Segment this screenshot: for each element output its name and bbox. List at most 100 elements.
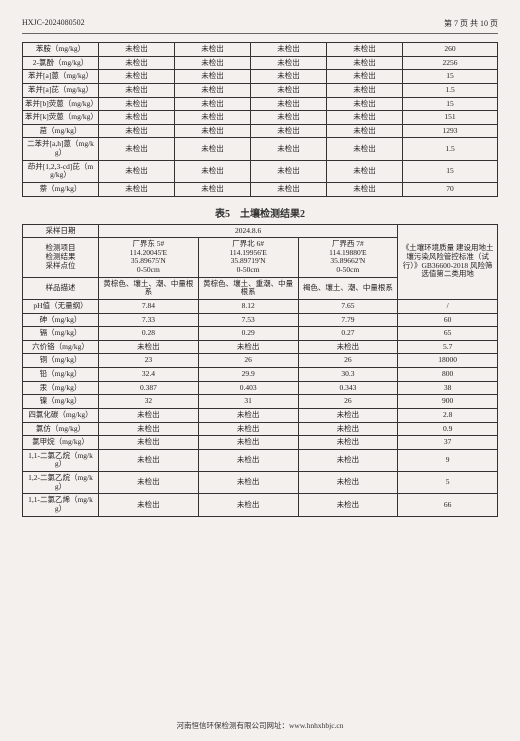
table-cell: 32 [99,395,199,409]
table-cell: 未检出 [99,494,199,516]
table-cell: 未检出 [251,83,327,97]
table-cell: 23 [99,354,199,368]
table-cell: 未检出 [99,97,175,111]
table-cell: 260 [403,43,498,57]
table-cell: 未检出 [327,182,403,196]
table-cell: 未检出 [298,494,398,516]
table-cell: 0.387 [99,381,199,395]
table-cell: 7.33 [99,313,199,327]
table-cell: pH值（无量纲） [23,299,99,313]
table-row: 苯并[b]荧蒽（mg/kg）未检出未检出未检出未检出15 [23,97,498,111]
table-cell: 800 [398,368,498,382]
table-cell: 未检出 [327,97,403,111]
table-cell: 未检出 [99,43,175,57]
table-cell: 萘（mg/kg） [23,182,99,196]
t2-site-7: 厂界西 7# 114.19880'E 35.89662'N 0-50cm [298,238,398,278]
table-cell: 未检出 [327,111,403,125]
table-cell: 苯并[k]荧蒽（mg/kg） [23,111,99,125]
table-cell: 砷（mg/kg） [23,313,99,327]
table-cell: 未检出 [99,340,199,354]
table-cell: 7.65 [298,299,398,313]
table-cell: 5.7 [398,340,498,354]
table-cell: 0.29 [198,327,298,341]
table-cell: 未检出 [99,472,199,494]
table-row: pH值（无量纲）7.848.127.65/ [23,299,498,313]
table-cell: 未检出 [298,449,398,471]
table-cell: 0.343 [298,381,398,395]
table-cell: 66 [398,494,498,516]
table-cell: 38 [398,381,498,395]
table-cell: 镉（mg/kg） [23,327,99,341]
table-cell: 未检出 [99,70,175,84]
table-cell: 未检出 [175,138,251,160]
table-cell: 37 [398,436,498,450]
table-cell: 未检出 [327,124,403,138]
table-cell: 未检出 [175,70,251,84]
table-row: 砷（mg/kg）7.337.537.7960 [23,313,498,327]
page-number: 第 7 页 共 10 页 [444,18,498,29]
table-cell: 未检出 [175,97,251,111]
table-cell: 31 [198,395,298,409]
t2-col-header-left: 检测项目 检测结果 采样点位 [23,238,99,278]
table-cell: 26 [198,354,298,368]
table-cell: 二苯并[a,h]蒽（mg/kg） [23,138,99,160]
table-cell: 未检出 [99,436,199,450]
table-cell: 未检出 [251,124,327,138]
t2-sampling-date-label: 采样日期 [23,224,99,238]
table-cell: 未检出 [175,43,251,57]
table-cell: 0.28 [99,327,199,341]
table-cell: 苯并[a]蒽（mg/kg） [23,70,99,84]
page-header: HXJC-2024080502 第 7 页 共 10 页 [22,18,498,29]
table-cell: 未检出 [298,472,398,494]
table-cell: 未检出 [327,70,403,84]
table-row: 萘（mg/kg）未检出未检出未检出未检出70 [23,182,498,196]
table-cell: 7.53 [198,313,298,327]
table-cell: 苯并[a]芘（mg/kg） [23,83,99,97]
table-row: 苯并[a]芘（mg/kg）未检出未检出未检出未检出1.5 [23,83,498,97]
table-cell: 苯胺（mg/kg） [23,43,99,57]
table-row: 镉（mg/kg）0.280.290.2765 [23,327,498,341]
table-cell: 六价铬（mg/kg） [23,340,99,354]
table-cell: 7.79 [298,313,398,327]
table-row: 苯并[k]荧蒽（mg/kg）未检出未检出未检出未检出151 [23,111,498,125]
table-cell: 氯仿（mg/kg） [23,422,99,436]
table-cell: 1,2-二氯乙烷（mg/kg） [23,472,99,494]
table-cell: 未检出 [327,83,403,97]
table-cell: 15 [403,160,498,182]
t2-sampling-date-value: 2024.8.6 [99,224,398,238]
table-cell: 1,1-二氯乙烷（mg/kg） [23,449,99,471]
table-row: 铜（mg/kg）23262618000 [23,354,498,368]
table-cell: 未检出 [298,408,398,422]
table-cell: 未检出 [327,160,403,182]
table-cell: 未检出 [99,408,199,422]
table-cell: 䓛（mg/kg） [23,124,99,138]
table-cell: 1293 [403,124,498,138]
table-cell: 未检出 [251,182,327,196]
table-cell: 未检出 [298,422,398,436]
table-cell: 1,1-二氯乙烯（mg/kg） [23,494,99,516]
table-cell: 15 [403,70,498,84]
t2-sample-desc-7: 褐色、壤土、潮、中量根系 [298,277,398,299]
table-row: 镍（mg/kg）323126900 [23,395,498,409]
table-cell: 未检出 [99,111,175,125]
table-cell: 铜（mg/kg） [23,354,99,368]
table-cell: 未检出 [175,124,251,138]
header-rule [22,33,498,34]
table-cell: 未检出 [99,182,175,196]
table-cell: 铅（mg/kg） [23,368,99,382]
doc-id: HXJC-2024080502 [22,18,85,29]
table-row: 六价铬（mg/kg）未检出未检出未检出5.7 [23,340,498,354]
table-cell: 未检出 [99,83,175,97]
table-row: 茚并[1,2,3-cd]芘（mg/kg）未检出未检出未检出未检出15 [23,160,498,182]
table-cell: 未检出 [175,182,251,196]
t2-site-5: 厂界东 5# 114.20045'E 35.89675'N 0-50cm [99,238,199,278]
table-cell: 未检出 [327,43,403,57]
table-cell: 1.5 [403,83,498,97]
table-cell: 60 [398,313,498,327]
table-cell: 151 [403,111,498,125]
table-cell: 未检出 [298,340,398,354]
table-row: 1,1-二氯乙烷（mg/kg）未检出未检出未检出9 [23,449,498,471]
page-footer: 河南恒信环保检测有限公司网址：www.hnhxhbjc.cn [0,720,520,731]
table-cell: 2.8 [398,408,498,422]
table-row: 氯甲烷（mg/kg）未检出未检出未检出37 [23,436,498,450]
